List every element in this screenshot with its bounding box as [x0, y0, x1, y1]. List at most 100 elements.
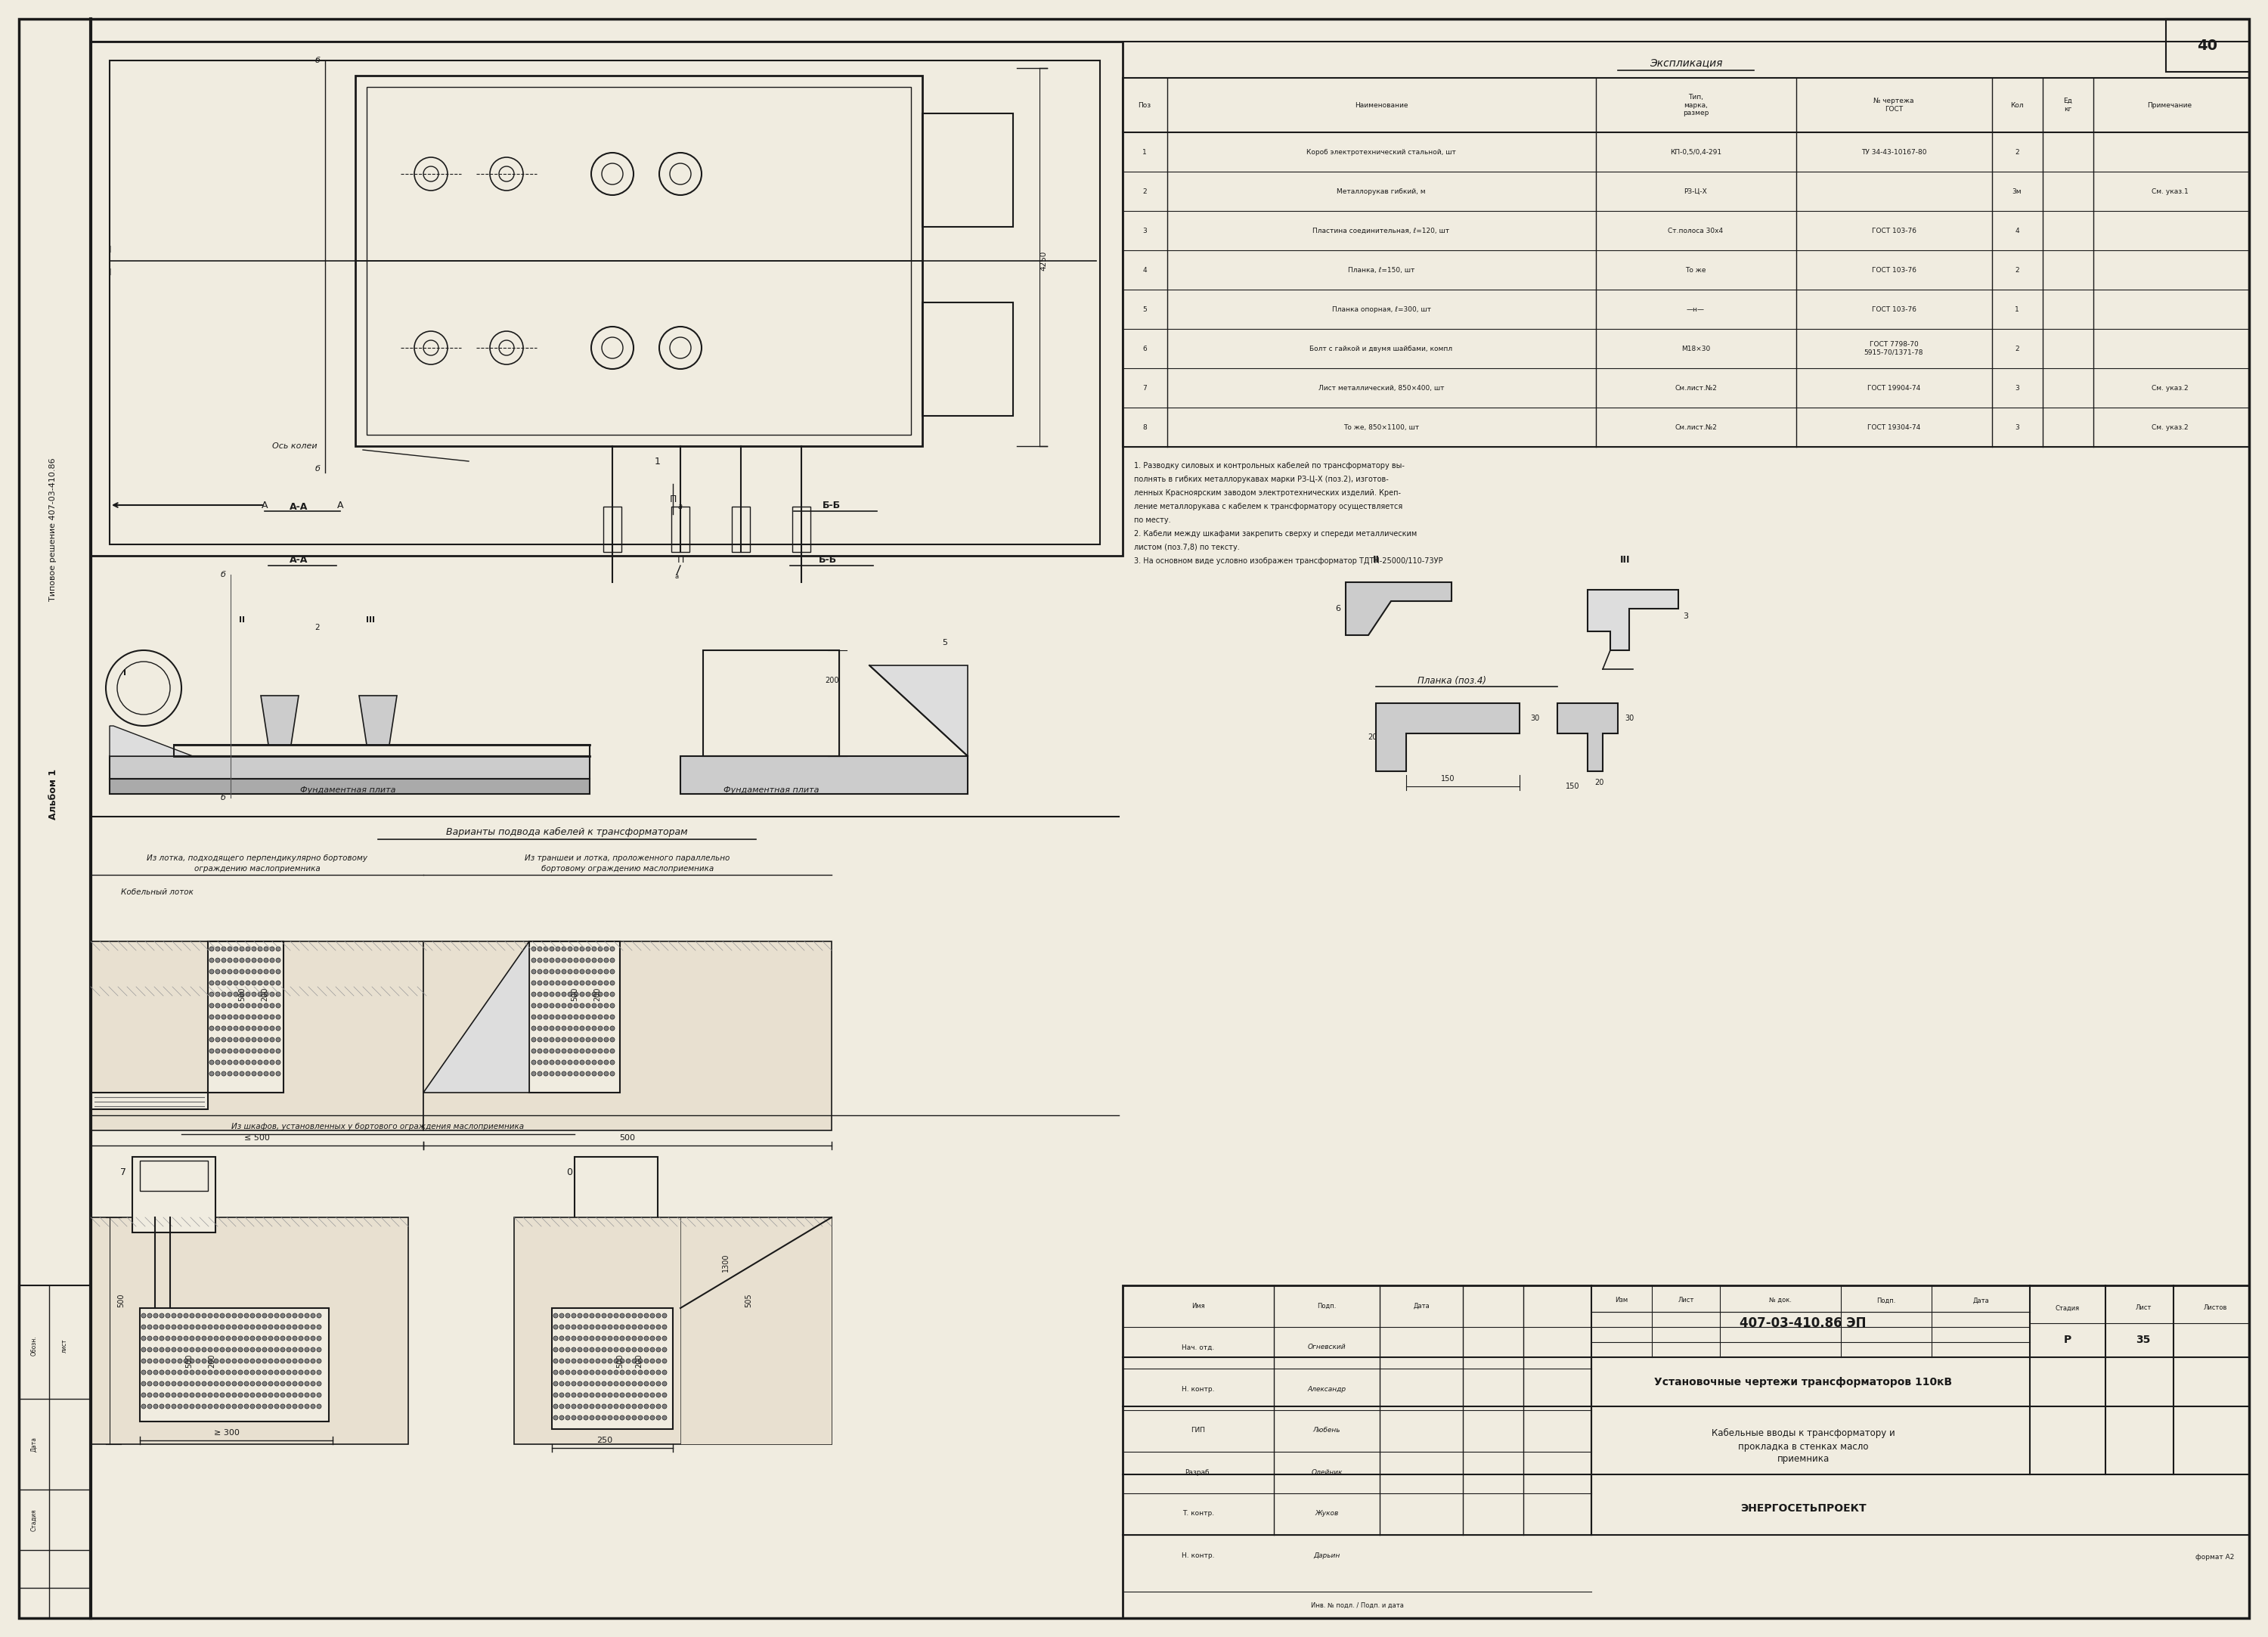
Text: ТУ 34-43-10167-80: ТУ 34-43-10167-80 [1862, 149, 1926, 156]
Text: 20: 20 [1368, 733, 1377, 742]
Circle shape [590, 1336, 594, 1341]
Circle shape [592, 969, 596, 974]
Circle shape [318, 1370, 322, 1375]
Circle shape [259, 1072, 263, 1076]
Text: б: б [315, 57, 320, 64]
Text: 500: 500 [572, 987, 578, 1002]
Circle shape [603, 969, 608, 974]
Circle shape [220, 1347, 225, 1352]
Circle shape [245, 1336, 249, 1341]
Circle shape [544, 1003, 549, 1008]
Circle shape [234, 1049, 238, 1053]
Circle shape [567, 992, 572, 997]
Circle shape [538, 1026, 542, 1031]
Circle shape [281, 1347, 286, 1352]
Circle shape [222, 969, 227, 974]
Text: ГОСТ 7798-70
5915-70/1371-78: ГОСТ 7798-70 5915-70/1371-78 [1864, 340, 1923, 355]
Circle shape [172, 1393, 177, 1398]
Text: I: I [109, 267, 111, 277]
Circle shape [263, 981, 268, 985]
Text: 40: 40 [2198, 38, 2218, 52]
Circle shape [637, 1359, 642, 1364]
Circle shape [227, 969, 231, 974]
Circle shape [268, 1370, 272, 1375]
Circle shape [585, 1003, 590, 1008]
Polygon shape [1558, 704, 1617, 771]
Circle shape [544, 969, 549, 974]
Circle shape [615, 1416, 619, 1419]
Circle shape [299, 1313, 304, 1318]
Circle shape [245, 1038, 249, 1041]
Circle shape [213, 1405, 218, 1409]
Text: A-A: A-A [290, 501, 308, 511]
Circle shape [562, 981, 567, 985]
Circle shape [227, 1061, 231, 1064]
Circle shape [655, 1359, 660, 1364]
Circle shape [662, 1393, 667, 1398]
Circle shape [592, 1061, 596, 1064]
Text: 1: 1 [1143, 149, 1148, 156]
Circle shape [556, 981, 560, 985]
Circle shape [213, 1336, 218, 1341]
Circle shape [626, 1405, 631, 1409]
Circle shape [281, 1336, 286, 1341]
Text: 1300: 1300 [721, 1254, 730, 1272]
Circle shape [286, 1324, 290, 1329]
Circle shape [556, 992, 560, 997]
Circle shape [215, 981, 220, 985]
Circle shape [610, 969, 615, 974]
Text: ГОСТ 103-76: ГОСТ 103-76 [1871, 228, 1916, 234]
Circle shape [154, 1336, 159, 1341]
Circle shape [572, 1416, 576, 1419]
Circle shape [619, 1324, 624, 1329]
Circle shape [270, 946, 274, 951]
Bar [703, 650, 839, 756]
Circle shape [590, 1324, 594, 1329]
Text: 2: 2 [315, 624, 320, 632]
Circle shape [565, 1359, 569, 1364]
Circle shape [231, 1370, 236, 1375]
Circle shape [655, 1416, 660, 1419]
Circle shape [603, 946, 608, 951]
Circle shape [637, 1336, 642, 1341]
Circle shape [538, 1003, 542, 1008]
Circle shape [318, 1393, 322, 1398]
Circle shape [553, 1336, 558, 1341]
Circle shape [245, 1003, 249, 1008]
Circle shape [231, 1405, 236, 1409]
Circle shape [578, 1347, 583, 1352]
Circle shape [209, 1038, 213, 1041]
Circle shape [252, 981, 256, 985]
Circle shape [245, 1313, 249, 1318]
Circle shape [159, 1347, 163, 1352]
Circle shape [286, 1313, 290, 1318]
Circle shape [277, 1049, 281, 1053]
Circle shape [202, 1347, 206, 1352]
Circle shape [249, 1347, 254, 1352]
Circle shape [610, 1026, 615, 1031]
Circle shape [238, 1359, 243, 1364]
Circle shape [240, 969, 245, 974]
Text: 1: 1 [655, 457, 660, 467]
Text: Подп.: Подп. [1318, 1303, 1336, 1310]
Circle shape [159, 1313, 163, 1318]
Circle shape [245, 1061, 249, 1064]
Circle shape [574, 1026, 578, 1031]
Circle shape [172, 1359, 177, 1364]
Circle shape [268, 1405, 272, 1409]
Circle shape [651, 1336, 655, 1341]
Circle shape [644, 1405, 649, 1409]
Circle shape [615, 1382, 619, 1387]
Bar [2166, 20, 2250, 72]
Circle shape [195, 1359, 200, 1364]
Text: Кобельный лоток: Кобельный лоток [120, 889, 193, 895]
Circle shape [227, 1324, 231, 1329]
Circle shape [209, 1026, 213, 1031]
Circle shape [590, 1382, 594, 1387]
Circle shape [231, 1313, 236, 1318]
Circle shape [147, 1382, 152, 1387]
Circle shape [234, 1072, 238, 1076]
Text: Короб электротехнический стальной, шт: Короб электротехнический стальной, шт [1306, 149, 1456, 156]
Circle shape [222, 1038, 227, 1041]
Circle shape [215, 1038, 220, 1041]
